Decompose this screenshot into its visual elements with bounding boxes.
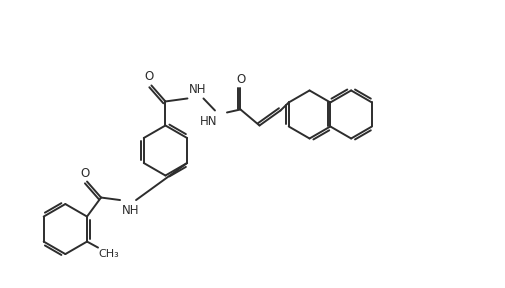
Text: O: O [236, 73, 245, 86]
Text: O: O [144, 71, 154, 84]
Text: O: O [80, 166, 89, 179]
Text: CH₃: CH₃ [98, 249, 119, 259]
Text: NH: NH [122, 204, 139, 217]
Text: NH: NH [188, 84, 206, 96]
Text: HN: HN [199, 115, 217, 128]
